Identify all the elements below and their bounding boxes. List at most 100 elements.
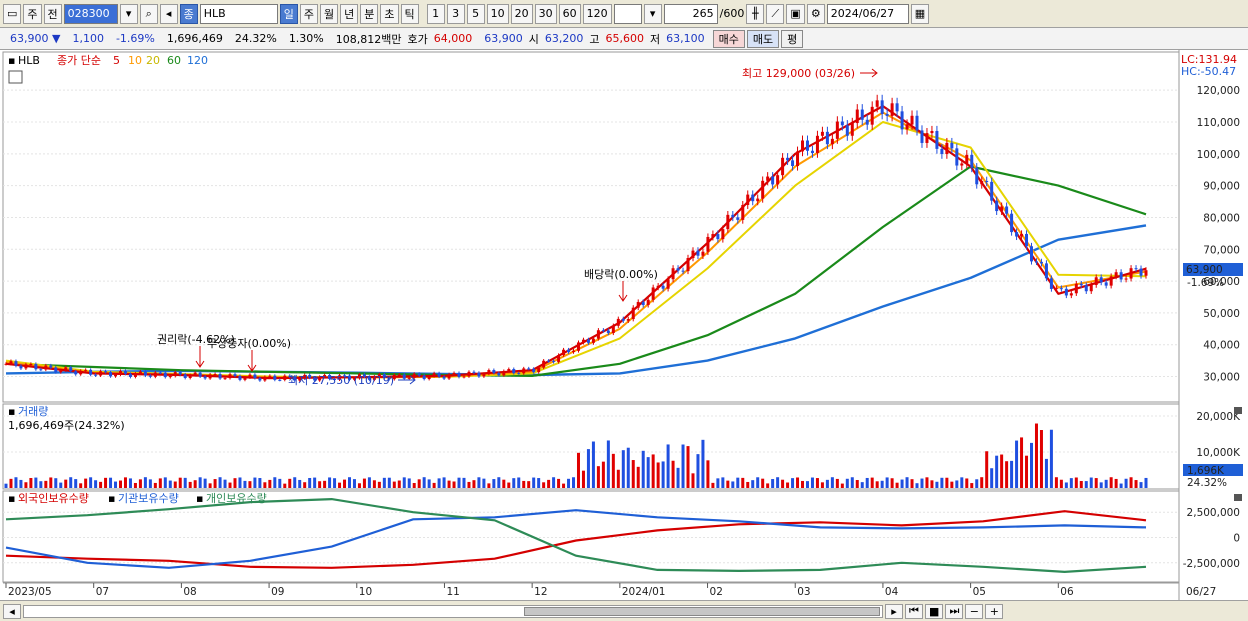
candle-body — [621, 318, 625, 321]
interval-20[interactable]: 20 — [510, 3, 533, 24]
interval-60[interactable]: 60 — [558, 3, 581, 24]
volume-bar — [611, 453, 615, 488]
avg-button[interactable]: 평 — [781, 29, 804, 48]
holding-panel-close-icon[interactable] — [1234, 494, 1242, 501]
volume-bar — [173, 481, 177, 488]
stop-icon[interactable]: ■ — [925, 603, 944, 619]
scroll-track[interactable] — [23, 604, 883, 618]
dropdown-icon[interactable]: ▾ — [119, 3, 138, 24]
volume-bar — [362, 478, 366, 488]
candle-body — [233, 374, 237, 376]
volume-bar — [313, 477, 317, 488]
interval-5[interactable]: 5 — [466, 3, 485, 24]
name-input[interactable]: HLB — [199, 3, 278, 24]
price-ytick-label: 100,000 — [1197, 149, 1240, 161]
search-icon[interactable]: ⌕ — [139, 3, 158, 24]
candle-body — [372, 376, 376, 380]
x-tick-label: 2024/01 — [622, 586, 666, 598]
candle-body — [830, 138, 834, 145]
volume-bar — [218, 477, 222, 488]
buy-button[interactable]: 매수 — [712, 29, 745, 48]
interval-30[interactable]: 30 — [534, 3, 557, 24]
volume-bar — [820, 482, 824, 488]
volume-bar — [278, 478, 282, 488]
scroll-left-icon[interactable]: ◂ — [3, 603, 21, 619]
annotation-rights: 권리락(-4.62%) — [157, 333, 235, 346]
interval-10[interactable]: 10 — [486, 3, 509, 24]
volume-ytick-label: 10,000K — [1196, 447, 1241, 459]
candle-body — [243, 377, 247, 380]
rewind-icon[interactable]: ⏮ — [905, 603, 923, 619]
scroll-thumb[interactable] — [524, 606, 880, 616]
volume-current-badge — [1183, 464, 1243, 476]
date-input[interactable]: 2024/06/27 — [826, 3, 909, 24]
count-input[interactable]: 265 — [663, 3, 718, 24]
period-month[interactable]: 월 — [320, 3, 339, 24]
volume-bar — [148, 479, 152, 488]
interval-3[interactable]: 3 — [446, 3, 465, 24]
candle-icon[interactable]: ╫ — [746, 3, 765, 24]
candle-body — [651, 287, 655, 300]
period-minute[interactable]: 분 — [360, 3, 379, 24]
candle-body — [686, 258, 690, 272]
calculator-icon[interactable] — [8, 70, 23, 84]
candle-body — [581, 339, 585, 343]
code-input[interactable]: 028300 — [63, 3, 118, 24]
candle-body — [313, 377, 317, 381]
volume-panel-close-icon[interactable] — [1234, 407, 1242, 414]
volume-bar — [786, 482, 790, 488]
interval-1[interactable]: 1 — [426, 3, 445, 24]
period-day[interactable]: 일 — [279, 3, 298, 24]
interval-120[interactable]: 120 — [582, 3, 612, 24]
candle-body — [1030, 246, 1034, 262]
candle-body — [1109, 276, 1113, 286]
scroll-right-icon[interactable]: ▸ — [885, 603, 903, 619]
zoom-plus-icon[interactable]: + — [985, 603, 1004, 619]
volume-bar — [397, 480, 401, 488]
candle-body — [228, 374, 232, 379]
period-tick[interactable]: 틱 — [400, 3, 419, 24]
type-select[interactable]: 주 — [23, 3, 42, 24]
volume-bar — [1005, 461, 1009, 488]
gear-icon[interactable]: ⚙ — [806, 3, 825, 24]
volume-bar — [960, 477, 964, 488]
speaker-icon[interactable]: ◂ — [159, 3, 178, 24]
interval-dropdown-icon[interactable]: ▾ — [643, 3, 662, 24]
interval-input[interactable] — [613, 3, 642, 24]
volume-panel[interactable] — [2, 403, 1180, 490]
calendar-icon[interactable]: ▦ — [910, 3, 930, 24]
volume-bar — [1054, 477, 1058, 488]
candle-body — [840, 121, 844, 126]
volume-bar — [1114, 478, 1118, 488]
volume-bar — [557, 478, 561, 488]
volume-bar — [318, 481, 322, 488]
quote-bid-label: 호가 — [407, 32, 428, 46]
period-year[interactable]: 년 — [340, 3, 359, 24]
chart-area[interactable]: 30,000 40,000 50,000 60,000 70,000 80,000 90,0… — [0, 50, 1248, 600]
volume-bar — [1074, 477, 1078, 488]
volume-bar — [975, 479, 979, 488]
volume-bar — [472, 480, 476, 488]
stock-type-icon[interactable]: 종 — [179, 3, 198, 24]
candle-body — [173, 372, 177, 377]
price-ytick-label: 60,000 — [1203, 276, 1240, 288]
volume-bar — [651, 454, 655, 488]
holding-marker-1: ▪ — [8, 492, 15, 505]
hc-label: HC:-50.47 — [1181, 65, 1236, 78]
sell-button[interactable]: 매도 — [746, 29, 780, 48]
save-icon[interactable]: ▣ — [786, 3, 805, 24]
candle-body — [303, 374, 307, 379]
volume-bar — [377, 481, 381, 488]
forward-icon[interactable]: ⏭ — [945, 603, 964, 619]
prev-select[interactable]: 전 — [43, 3, 62, 24]
quote-low: 63,100 — [666, 32, 705, 45]
period-second[interactable]: 초 — [380, 3, 399, 24]
volume-bar — [158, 478, 162, 488]
volume-bar — [288, 478, 292, 488]
candle-body — [935, 130, 939, 149]
volume-bar — [815, 478, 819, 488]
zoom-minus-icon[interactable]: − — [965, 603, 984, 619]
window-icon[interactable]: ▭ — [3, 3, 22, 24]
line-tool-icon[interactable]: ⟋ — [766, 3, 785, 24]
period-week[interactable]: 주 — [299, 3, 319, 24]
